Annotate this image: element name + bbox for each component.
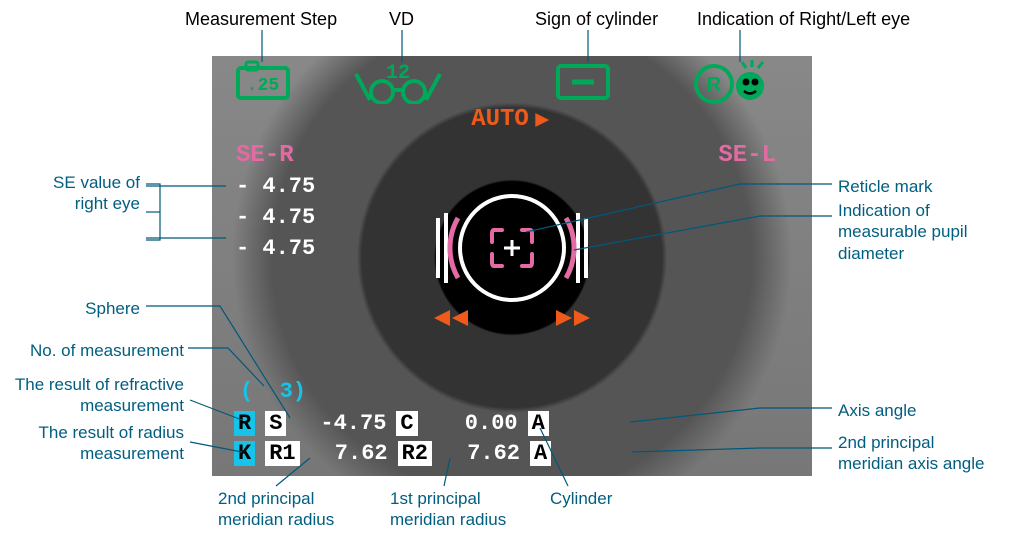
callout-no-meas: No. of measurement: [30, 340, 184, 361]
step-value: .25: [247, 76, 279, 96]
mode-auto: AUTO: [471, 106, 553, 133]
vd-icon: 12: [352, 60, 444, 104]
label-sign-cylinder: Sign of cylinder: [535, 8, 658, 31]
label-vd: VD: [389, 8, 414, 31]
se-l-label: SE-L: [718, 142, 776, 169]
cyl-sign-icon: [552, 60, 614, 104]
eye-letter: R: [707, 74, 722, 96]
callout-radius: The result of radius measurement: [38, 422, 184, 465]
kerato-lead: K: [234, 441, 255, 466]
callout-second-radius: 2nd principal meridian radius: [218, 488, 334, 531]
r2-value: 7.62: [442, 441, 520, 466]
callout-sphere: Sphere: [85, 298, 140, 319]
callout-first-radius: 1st principal meridian radius: [390, 488, 506, 531]
cyl-value: 0.00: [428, 411, 518, 436]
callout-second-axis: 2nd principal meridian axis angle: [838, 432, 984, 475]
eye-lr-icon: R: [692, 60, 776, 108]
refraction-lead: R: [234, 411, 255, 436]
device-screen: .25 12 R AUTO: [212, 56, 812, 476]
sphere-value: -4.75: [296, 411, 386, 436]
measurement-count: ( 3): [240, 379, 306, 404]
r1-label: R1: [265, 441, 299, 466]
se-r-value-3: - 4.75: [236, 234, 315, 265]
sphere-label: S: [265, 411, 286, 436]
callout-se-right: SE value of right eye: [53, 172, 140, 215]
cyl-label: C: [396, 411, 417, 436]
se-r-label: SE-R: [236, 142, 294, 169]
label-eye-indication: Indication of Right/Left eye: [697, 8, 910, 31]
se-r-value-1: - 4.75: [236, 172, 315, 203]
kerato-row: K R1 7.62 R2 7.62 A: [234, 441, 551, 466]
reticle: [392, 158, 632, 358]
callout-cylinder: Cylinder: [550, 488, 612, 509]
r1-value: 7.62: [310, 441, 388, 466]
axis-label-k: A: [530, 441, 551, 466]
se-r-value-2: - 4.75: [236, 203, 315, 234]
axis-label-r: A: [528, 411, 549, 436]
icon-row: .25 12 R: [212, 60, 812, 108]
mode-text: AUTO: [471, 106, 529, 133]
se-r-values: - 4.75 - 4.75 - 4.75: [236, 172, 315, 264]
refraction-row: R S -4.75 C 0.00 A: [234, 411, 549, 436]
callout-axis-angle: Axis angle: [838, 400, 916, 421]
callout-pupil: Indication of measurable pupil diameter: [838, 200, 967, 264]
callout-refractive: The result of refractive measurement: [15, 374, 184, 417]
r2-label: R2: [398, 441, 432, 466]
step-icon: .25: [232, 60, 294, 104]
callout-reticle: Reticle mark: [838, 176, 932, 197]
arrow-right-icon: [535, 111, 553, 129]
label-measurement-step: Measurement Step: [185, 8, 337, 31]
